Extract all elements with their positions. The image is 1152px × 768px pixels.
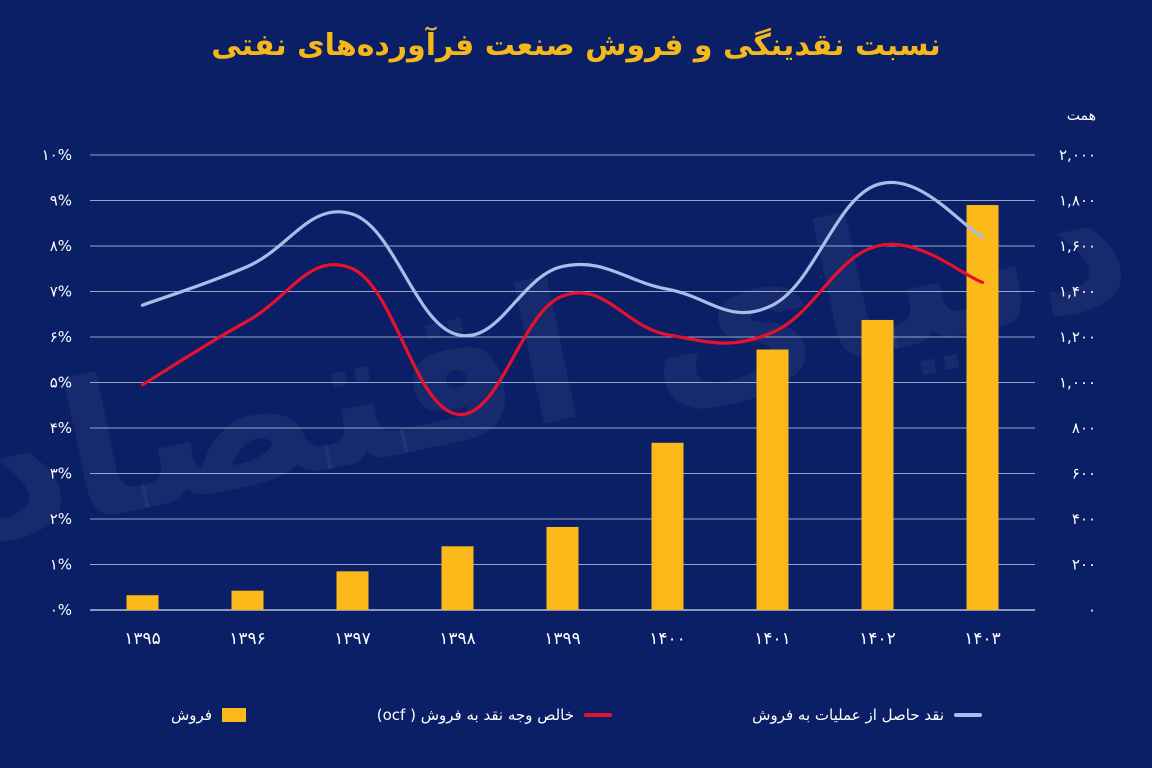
- bar-sales: [861, 319, 894, 610]
- bar-sales: [756, 349, 789, 610]
- right-tick-label: ۸۰۰: [1072, 419, 1096, 437]
- bar-sales: [441, 546, 474, 610]
- x-tick-label: ۱۳۹۸: [439, 629, 476, 649]
- x-tick-label: ۱۴۰۰: [649, 629, 686, 649]
- right-tick-label: ۲۰۰: [1072, 556, 1096, 574]
- left-tick-label: ۳%: [50, 465, 72, 483]
- left-tick-label: ۶%: [50, 328, 72, 346]
- bar-sales: [231, 590, 264, 610]
- right-axis: همت ۰ ۲۰۰ ۴۰۰ ۶۰۰ ۸۰۰ ۱,۰۰۰ ۱,۲۰۰ ۱,۴۰۰ ۱,۶۰۰ ۱,۸…: [1059, 108, 1096, 619]
- left-axis: ۰% ۱% ۲% ۳% ۴% ۵% ۶% ۷% ۸% ۹% ۱۰%: [42, 146, 72, 619]
- right-tick-label: ۱,۲۰۰: [1059, 328, 1096, 346]
- legend-item-ocf: خالص وجه نقد به فروش ( ocf): [377, 706, 612, 724]
- legend-label-operating-cash: نقد حاصل از عملیات به فروش: [752, 706, 944, 724]
- right-tick-label: ۱,۶۰۰: [1059, 237, 1096, 255]
- line-ocf-to-sales: [140, 242, 985, 416]
- x-tick-label: ۱۴۰۳: [964, 629, 1001, 649]
- x-axis: ۱۳۹۵ ۱۳۹۶ ۱۳۹۷ ۱۳۹۸ ۱۳۹۹ ۱۴۰۰ ۱۴۰۱ ۱۴۰۲ ۱۴۰۳: [124, 629, 1001, 649]
- line-operating-cash-to-sales: [140, 180, 985, 338]
- legend-swatch-sales: [222, 708, 246, 722]
- chart-title: نسبت نقدینگی و فروش صنعت فرآورده‌های نفت…: [211, 28, 941, 63]
- left-tick-label: ۱۰%: [42, 146, 72, 164]
- left-tick-label: ۲%: [50, 510, 72, 528]
- bar-sales: [966, 205, 999, 611]
- left-tick-label: ۰%: [50, 601, 72, 619]
- left-tick-label: ۱%: [50, 556, 72, 574]
- bar-sales: [336, 571, 369, 610]
- legend-item-sales: فروش: [171, 706, 246, 724]
- left-tick-label: ۷%: [50, 283, 72, 301]
- right-tick-label: ۴۰۰: [1072, 510, 1096, 528]
- right-axis-unit: همت: [1067, 108, 1096, 124]
- right-tick-label: ۱,۰۰۰: [1059, 374, 1096, 392]
- x-tick-label: ۱۳۹۶: [229, 629, 266, 649]
- left-tick-label: ۴%: [50, 419, 72, 437]
- x-tick-label: ۱۴۰۱: [754, 629, 791, 649]
- lines: [140, 180, 985, 416]
- right-tick-label: ۶۰۰: [1072, 465, 1096, 483]
- x-tick-label: ۱۴۰۲: [859, 629, 896, 649]
- chart-canvas: دنیای اقتصاد ۰%۱%۲%۳%۴%۵%۶%۷%۸%۹%۱۰% همت…: [0, 108, 1147, 649]
- legend-swatch-ocf: [584, 713, 612, 717]
- x-tick-label: ۱۳۹۵: [124, 629, 161, 649]
- left-tick-label: ۸%: [50, 237, 72, 255]
- right-tick-label: ۱,۸۰۰: [1059, 192, 1096, 210]
- x-tick-label: ۱۳۹۹: [544, 629, 581, 649]
- right-tick-label: ۰: [1088, 601, 1096, 619]
- x-tick-label: ۱۳۹۷: [334, 629, 371, 649]
- legend-swatch-operating-cash: [954, 713, 982, 717]
- right-tick-label: ۱,۴۰۰: [1059, 283, 1096, 301]
- legend-item-operating-cash: نقد حاصل از عملیات به فروش: [752, 706, 982, 724]
- bar-sales: [546, 526, 579, 610]
- bar-sales: [126, 595, 159, 610]
- legend: فروش خالص وجه نقد به فروش ( ocf) نقد حاص…: [0, 706, 1152, 736]
- bar-sales: [651, 442, 684, 610]
- left-tick-label: ۵%: [50, 374, 72, 392]
- legend-label-sales: فروش: [170, 706, 212, 724]
- right-tick-label: ۲,۰۰۰: [1059, 146, 1096, 164]
- bars: [126, 205, 999, 611]
- left-tick-label: ۹%: [50, 192, 72, 210]
- legend-label-ocf: خالص وجه نقد به فروش ( ocf): [376, 706, 574, 724]
